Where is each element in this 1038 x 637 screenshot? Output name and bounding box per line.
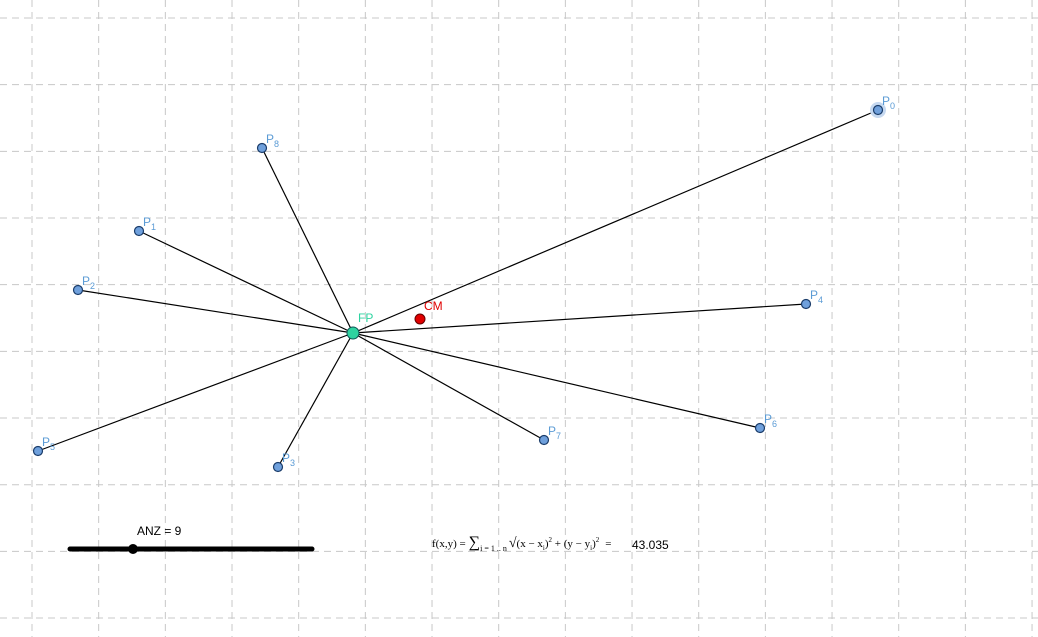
formula-sum: ∑ (469, 534, 480, 551)
point-label: P7 (548, 424, 561, 441)
point-index: 5 (50, 442, 55, 452)
point-name: P (82, 274, 90, 288)
point[interactable] (256, 142, 268, 154)
point-index: 7 (556, 431, 561, 441)
point[interactable] (272, 461, 284, 473)
formula-term: (x − x (517, 538, 544, 550)
segment (352, 303, 807, 334)
segment (352, 332, 761, 429)
formula-result: 43.035 (632, 538, 669, 552)
point-name: P (42, 435, 50, 449)
point-name: P (882, 94, 890, 108)
point-index: 6 (772, 419, 777, 429)
point-label: P8 (266, 132, 279, 149)
segment (138, 230, 354, 334)
segments (37, 109, 879, 468)
point-name: P (548, 424, 556, 438)
point-label: P5 (42, 435, 55, 452)
point[interactable] (32, 445, 44, 457)
point-name: P (266, 132, 274, 146)
point-index: 2 (90, 281, 95, 291)
point-label: P0 (882, 94, 895, 111)
formula-sub: i (590, 544, 592, 552)
formula-pow: 2 (596, 536, 600, 544)
cm-point[interactable] (414, 313, 426, 325)
segment (352, 332, 545, 441)
point[interactable] (72, 284, 84, 296)
formula-sub: i (543, 544, 545, 552)
formula: f(x,y) = ∑i = 1 .. n √(x − xi)2 + (y − yi)… (432, 534, 611, 553)
point-label: P4 (810, 288, 823, 305)
segment (277, 332, 354, 468)
point-index: 8 (274, 139, 279, 149)
segment (37, 332, 354, 452)
formula-eq: = (605, 538, 611, 550)
fp-label: FP (358, 311, 373, 325)
point-name: P (764, 412, 772, 426)
segment (77, 289, 354, 334)
formula-range: i = 1 .. n (480, 544, 507, 553)
fp-point[interactable] (346, 326, 360, 340)
point[interactable] (800, 298, 812, 310)
slider-label: ANZ = 9 (137, 524, 182, 538)
point-name: P (143, 215, 151, 229)
segment (352, 109, 879, 334)
point-label: P2 (82, 274, 95, 291)
slider-knob[interactable] (128, 544, 138, 554)
formula-pow: 2 (549, 536, 553, 544)
formula-term: + (y − y (552, 538, 591, 550)
point[interactable] (133, 225, 145, 237)
point-label: P6 (764, 412, 777, 429)
point-index: 4 (818, 295, 823, 305)
point-label: P1 (143, 215, 156, 232)
point-label: P3 (282, 451, 295, 468)
segment (261, 147, 354, 334)
point-index: 3 (290, 458, 295, 468)
point-index: 0 (890, 101, 895, 111)
formula-close: ) (545, 538, 549, 550)
formula-lhs: f(x,y) = (432, 538, 466, 550)
point-name: P (810, 288, 818, 302)
formula-close: ) (592, 538, 596, 550)
point[interactable] (538, 434, 550, 446)
point[interactable] (872, 104, 884, 116)
point[interactable] (754, 422, 766, 434)
point-name: P (282, 451, 290, 465)
point-index: 1 (151, 222, 156, 232)
cm-label: CM (424, 299, 443, 313)
